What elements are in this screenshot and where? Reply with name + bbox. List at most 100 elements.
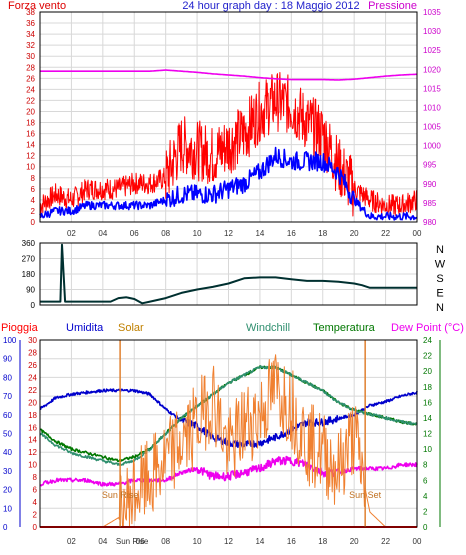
rain-tick-label: 4 (33, 498, 38, 507)
pressure-tick-label: 995 (423, 161, 437, 170)
rain-tick-label: 24 (28, 373, 37, 382)
pressure-tick-label: 980 (423, 218, 437, 227)
compass-label: S (436, 273, 443, 285)
wind-tick-label: 20 (26, 107, 35, 116)
wind-tick-label: 22 (26, 96, 35, 105)
wind-x-tick-label: 14 (255, 229, 264, 238)
legend: Pioggia Umidita Solar Windchill Temperatura D… (1, 322, 464, 334)
temperature-x-tick-label: 18 (318, 537, 327, 546)
wind-tick-label: 16 (26, 130, 35, 139)
rain-tick-label: 10 (28, 461, 37, 470)
wind-x-tick-label: 22 (381, 229, 390, 238)
temperature-x-tick-label: 02 (67, 537, 76, 546)
rain-tick-label: 20 (28, 398, 37, 407)
series-line-gust (39, 72, 418, 217)
pressure-tick-label: 1015 (423, 84, 441, 93)
humidity-tick-label: 80 (3, 373, 12, 382)
wind-x-tick-label: 04 (98, 229, 107, 238)
series-line-humidity (39, 388, 418, 449)
temperature-x-tick-label: 12 (224, 537, 233, 546)
rain-tick-label: 18 (28, 411, 37, 420)
rain-tick-label: 16 (28, 423, 37, 432)
sunrise-label: Sun Rise (102, 490, 139, 500)
humidity-tick-label: 30 (3, 467, 12, 476)
wind-tick-label: 4 (31, 196, 36, 205)
temperature-x-tick-label: 16 (287, 537, 296, 546)
legend-label: Dew Point (°C) (391, 322, 464, 334)
temperature-tick-label: 14 (423, 414, 432, 423)
temperature-tick-label: 24 (423, 336, 432, 345)
temperature-tick-label: 18 (423, 383, 432, 392)
rain-tick-label: 22 (28, 386, 37, 395)
pressure-tick-label: 1020 (423, 65, 441, 74)
direction-series (40, 243, 417, 305)
wind-tick-label: 6 (31, 185, 36, 194)
legend-label: Pioggia (1, 322, 39, 334)
wind-tick-label: 0 (31, 218, 36, 227)
temperature-tick-label: 22 (423, 352, 432, 361)
legend-label: Solar (118, 322, 144, 334)
rain-tick-label: 28 (28, 348, 37, 357)
temperature-tick-label: 10 (423, 445, 432, 454)
humidity-tick-label: 10 (3, 504, 12, 513)
wind-tick-label: 8 (31, 174, 36, 183)
rain-tick-label: 14 (28, 436, 37, 445)
pressure-tick-label: 1000 (423, 142, 441, 151)
humidity-tick-label: 90 (3, 355, 12, 364)
temperature-tick-label: 16 (423, 398, 432, 407)
temperature-panel: Pioggia Umidita Solar Windchill Temperatura D… (1, 322, 464, 546)
wind-axis-label: Forza vento (8, 0, 66, 12)
wind-plot-frame (39, 11, 418, 223)
sunset-label: Sun Set (349, 490, 382, 500)
pressure-tick-label: 990 (423, 180, 437, 189)
wind-x-tick-label: 02 (67, 229, 76, 238)
rain-tick-label: 0 (33, 523, 38, 532)
pressure-axis-label: Pressione (368, 0, 417, 12)
pressure-tick-label: 1010 (423, 103, 441, 112)
temperature-x-tick-label: 20 (350, 537, 359, 546)
pressure-tick-label: 1035 (423, 8, 441, 17)
temperature-tick-label: 20 (423, 367, 432, 376)
compass-label: E (436, 288, 443, 300)
wind-tick-label: 30 (26, 52, 35, 61)
legend-label: Temperatura (313, 322, 376, 334)
temperature-x-tick-label: 10 (193, 537, 202, 546)
pressure-tick-label: 985 (423, 199, 437, 208)
pressure-tick-label: 1030 (423, 27, 441, 36)
wind-tick-label: 36 (26, 19, 35, 28)
humidity-tick-label: 60 (3, 411, 12, 420)
direction-tick-label: 270 (22, 255, 36, 264)
wind-tick-label: 38 (26, 8, 35, 17)
pressure-tick-label: 1025 (423, 46, 441, 55)
wind-tick-label: 14 (26, 141, 35, 150)
temperature-tick-label: 12 (423, 430, 432, 439)
pressure-axis-ticks: 980 985 990 995 1000 1005 1010 1015 1020 1025 1030… (423, 8, 441, 227)
wind-x-tick-label: 20 (350, 229, 359, 238)
humidity-tick-label: 0 (3, 523, 8, 532)
compass-label: N (436, 302, 444, 314)
rain-tick-label: 26 (28, 361, 37, 370)
temperature-x-tick-label: 14 (255, 537, 264, 546)
humidity-tick-label: 40 (3, 448, 12, 457)
wind-tick-label: 24 (26, 85, 35, 94)
wind-tick-label: 26 (26, 74, 35, 83)
wind-x-tick-label: 16 (287, 229, 296, 238)
series-line-wind_direction (40, 243, 417, 305)
rain-tick-label: 2 (33, 511, 38, 520)
wind-x-tick-label: 00 (413, 229, 422, 238)
rain-tick-label: 12 (28, 448, 37, 457)
wind-x-tick-label: 18 (318, 229, 327, 238)
direction-plot-frame (39, 242, 418, 306)
wind-x-tick-label: 08 (161, 229, 170, 238)
temperature-x-tick-label: 08 (161, 537, 170, 546)
series-line-speed (39, 146, 418, 221)
wind-tick-label: 28 (26, 63, 35, 72)
series-line-pressure (39, 69, 418, 81)
temperature-tick-label: 4 (423, 492, 428, 501)
